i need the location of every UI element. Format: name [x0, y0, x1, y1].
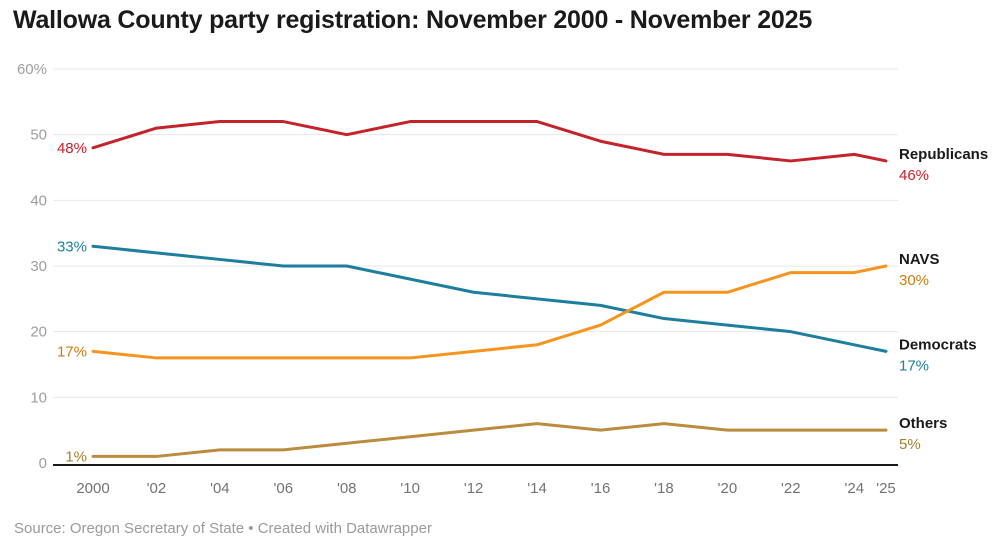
series-line-republicans [91, 120, 888, 163]
series-value-label-republicans: 46% [899, 167, 929, 184]
y-tick-label-60: 60% [17, 61, 47, 78]
x-tick-label-20: '20 [718, 480, 738, 497]
series-start-label-others: 1% [65, 448, 87, 465]
x-tick-label-06: '06 [274, 480, 294, 497]
x-tick-label-02: '02 [147, 480, 167, 497]
y-tick-label-30: 30 [30, 258, 47, 275]
y-tick-label-50: 50 [30, 127, 47, 144]
x-tick-label-2000: 2000 [76, 480, 109, 497]
series-line-democrats [91, 244, 888, 353]
x-tick-label-12: '12 [464, 480, 484, 497]
x-tick-label-22: '22 [781, 480, 801, 497]
series-name-label-democrats: Democrats [899, 336, 977, 353]
x-tick-label-10: '10 [400, 480, 420, 497]
series-value-label-navs: 30% [899, 272, 929, 289]
series-start-label-republicans: 48% [57, 140, 87, 157]
x-tick-label-08: '08 [337, 480, 357, 497]
x-tick-label-16: '16 [591, 480, 611, 497]
y-tick-label-40: 40 [30, 192, 47, 209]
series-start-label-democrats: 33% [57, 238, 87, 255]
y-tick-label-0: 0 [39, 455, 47, 472]
x-tick-label-04: '04 [210, 480, 230, 497]
source-note: Source: Oregon Secretary of State • Crea… [14, 520, 432, 537]
series-line-navs [91, 264, 888, 360]
series-line-others [91, 422, 888, 458]
series-value-label-others: 5% [899, 436, 921, 453]
series-name-label-others: Others [899, 415, 947, 432]
series-name-label-republicans: Republicans [899, 146, 988, 163]
series-value-label-democrats: 17% [899, 357, 929, 374]
y-tick-label-20: 20 [30, 324, 47, 341]
chart-title: Wallowa County party registration: Novem… [13, 6, 813, 34]
x-tick-label-18: '18 [654, 480, 674, 497]
series-start-label-navs: 17% [57, 343, 87, 360]
y-tick-label-10: 10 [30, 389, 47, 406]
x-tick-label-24: '24 [844, 480, 864, 497]
x-tick-label-14: '14 [527, 480, 547, 497]
series-name-label-navs: NAVS [899, 251, 940, 268]
x-tick-label-25: '25 [876, 480, 896, 497]
